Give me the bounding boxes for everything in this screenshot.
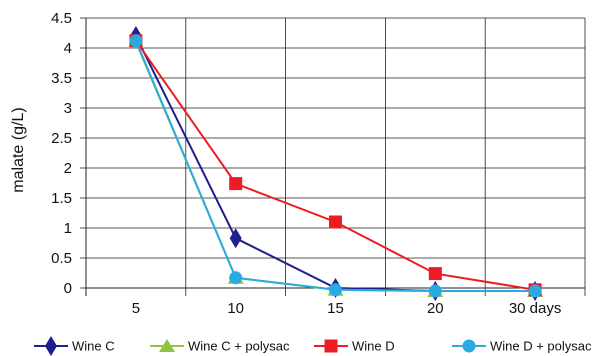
legend-label: Wine D (352, 339, 395, 354)
y-axis-label: malate (g/L) (10, 107, 27, 192)
y-tick-label: 4 (64, 40, 72, 57)
x-tick-label: 5 (132, 300, 140, 317)
y-tick-label: 2 (64, 160, 72, 177)
legend-marker (324, 339, 338, 353)
y-tick-label: 0.5 (51, 250, 72, 267)
y-tick-label: 1.5 (51, 190, 72, 207)
x-tick-label: 15 (327, 300, 344, 317)
series-wine-d (129, 34, 542, 297)
legend: Wine C Wine C + polysac Wine D Wine D + pol… (34, 336, 592, 356)
axes (80, 17, 585, 296)
y-tick-label: 3.5 (51, 70, 72, 87)
legend-label: Wine C (72, 339, 115, 354)
y-tick-label: 3 (64, 100, 72, 117)
y-tick-labels: 0 0.5 1 1.5 2 2.5 3 3.5 4 4.5 (51, 10, 72, 297)
data-point-wine-d-polysac (129, 34, 143, 48)
x-tick-label: 10 (227, 300, 244, 317)
series-line-wine-c-polysac (134, 41, 536, 292)
y-tick-label: 2.5 (51, 130, 72, 147)
series-wine-d-polysac (129, 34, 542, 298)
legend-label: Wine C + polysac (188, 339, 290, 354)
data-point-wine-d (329, 215, 342, 229)
y-tick-label: 1 (64, 220, 72, 237)
y-tick-label: 0 (64, 280, 72, 297)
data-point-wine-d (428, 267, 442, 281)
x-tick-label: 30 days (509, 300, 562, 317)
data-point-wine-c (229, 228, 242, 249)
series-wine-c (129, 26, 542, 301)
x-tick-label: 20 (427, 300, 444, 317)
legend-item-wine-c-polysac: Wine C + polysac (150, 339, 290, 354)
grid-lines (86, 17, 586, 296)
legend-label: Wine D + polysac (490, 339, 592, 354)
series-group (127, 26, 544, 301)
legend-marker (462, 339, 476, 353)
legend-marker (159, 339, 175, 352)
legend-item-wine-d-polysac: Wine D + polysac (452, 339, 592, 354)
data-point-wine-d-polysac (329, 283, 342, 297)
data-point-wine-d (229, 177, 243, 191)
y-tick-label: 4.5 (51, 10, 72, 27)
legend-marker (45, 336, 57, 356)
legend-item-wine-d: Wine D (314, 339, 395, 354)
legend-item-wine-c: Wine C (34, 336, 115, 356)
x-tick-labels: 5 10 15 20 30 days (132, 300, 562, 317)
series-line-wine-c (135, 35, 536, 292)
data-point-wine-d-polysac (229, 271, 243, 285)
data-point-wine-d-polysac (428, 284, 442, 298)
data-point-wine-d-polysac (528, 284, 542, 298)
